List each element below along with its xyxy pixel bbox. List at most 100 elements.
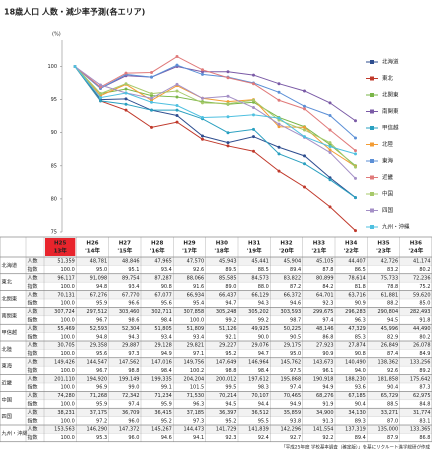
cell: 83.2: [387, 267, 398, 273]
cell: 86.8: [419, 435, 430, 441]
chart-title: 18歳人口 人数・減少率予測(各エリア): [4, 7, 145, 17]
cell: 96,117: [57, 276, 75, 282]
cell: 96.3: [355, 318, 366, 324]
data-point: [252, 82, 255, 86]
region-label: 北関東: [2, 295, 18, 303]
cell: 86.5: [355, 267, 366, 273]
count-row-bg: [26, 341, 432, 350]
cell: 91.6: [193, 284, 204, 290]
cell: 48,781: [90, 259, 108, 265]
cell: 67,770: [122, 292, 140, 298]
cell: 135,000: [377, 427, 398, 433]
cell: 94.3: [258, 301, 269, 307]
data-point: [124, 87, 128, 91]
region-label: 九州・沖縄: [2, 429, 29, 437]
data-point: [175, 63, 179, 67]
y-tick-label: 85: [51, 163, 57, 169]
legend-label: 甲信越: [382, 124, 399, 132]
cell: 80.2: [419, 267, 430, 273]
series-line: [74, 66, 356, 232]
cell: 36,512: [251, 410, 269, 416]
series-line: [74, 66, 356, 198]
data-point: [328, 151, 332, 155]
cell: 95.9: [96, 402, 107, 408]
cell: 299,675: [313, 309, 334, 315]
cell: 45,943: [219, 259, 237, 265]
cell: 147,372: [119, 427, 140, 433]
data-point: [99, 83, 102, 87]
cell: 90.9: [322, 351, 333, 357]
data-point: [252, 106, 255, 110]
cell: 83.1: [419, 418, 430, 424]
cell: 94.3: [128, 334, 139, 340]
series-line: [74, 65, 356, 122]
cell: 90.4: [355, 402, 366, 408]
data-point: [226, 131, 230, 135]
cell: 92.3: [225, 435, 236, 441]
row-label: 指数: [28, 384, 38, 391]
cell: 305,202: [248, 309, 269, 315]
data-point: [226, 144, 230, 148]
cell: 95.9: [96, 301, 107, 307]
column-year: '20年: [279, 247, 294, 255]
data-point: [175, 55, 179, 59]
data-point: [252, 73, 255, 77]
cell: 66,372: [284, 292, 302, 298]
cell: 147,562: [119, 360, 140, 366]
cell: 94.4: [258, 402, 269, 408]
cell: 72,236: [413, 276, 431, 282]
region-label: 四国: [2, 413, 12, 420]
region-label: 甲信越: [2, 328, 18, 336]
cell: 50,225: [284, 326, 302, 332]
row-label: 人数: [28, 426, 38, 433]
cell: 147,016: [151, 360, 172, 366]
cell: 91.9: [322, 402, 333, 408]
data-point: [277, 169, 281, 173]
data-point: [226, 115, 230, 119]
cell: 94.6: [290, 301, 301, 307]
data-point: [124, 91, 128, 95]
cell: 47,570: [187, 259, 205, 265]
cell: 97.1: [193, 351, 204, 357]
cell: 93.4: [161, 334, 172, 340]
cell: 144,473: [183, 427, 204, 433]
cell: 93.4: [193, 334, 204, 340]
cell: 98.4: [258, 368, 269, 374]
cell: 80,899: [316, 276, 334, 282]
cell: 88.5: [387, 402, 398, 408]
cell: 94.9: [161, 351, 172, 357]
data-point: [354, 165, 357, 169]
cell: 99.0: [128, 385, 139, 391]
cell: 92.1: [225, 334, 236, 340]
cell: 87.9: [387, 435, 398, 441]
legend-marker: [370, 208, 374, 213]
cell: 29,358: [90, 343, 108, 349]
footnote: 「平成25年度 学校基本調査（確定版）」を基にリクルート進学総研が作成: [281, 443, 430, 450]
cell: 204,204: [183, 376, 204, 382]
cell: 94.8: [96, 334, 107, 340]
cell: 141,729: [216, 427, 237, 433]
data-point: [175, 104, 179, 108]
cell: 55,469: [57, 326, 75, 332]
series-line: [74, 66, 356, 168]
cell: 89.4: [355, 435, 366, 441]
data-point: [328, 141, 332, 145]
cell: 95.0: [290, 351, 301, 357]
cell: 90.5: [290, 334, 301, 340]
cell: 88.5: [258, 267, 269, 273]
cell: 98.6: [128, 318, 139, 324]
data-point: [277, 145, 281, 149]
cell: 133,365: [410, 427, 431, 433]
cell: 85.0: [419, 301, 430, 307]
column-year: '15年: [117, 247, 132, 255]
cell: 146,964: [248, 360, 269, 366]
cell: 96.9: [96, 385, 107, 391]
cell: 140,490: [345, 360, 366, 366]
data-point: [277, 152, 281, 156]
header-highlight: [45, 238, 76, 256]
data-point: [201, 134, 204, 138]
cell: 92.7: [290, 435, 301, 441]
y-tick-label: 90: [51, 130, 57, 136]
cell: 51,126: [219, 326, 237, 332]
